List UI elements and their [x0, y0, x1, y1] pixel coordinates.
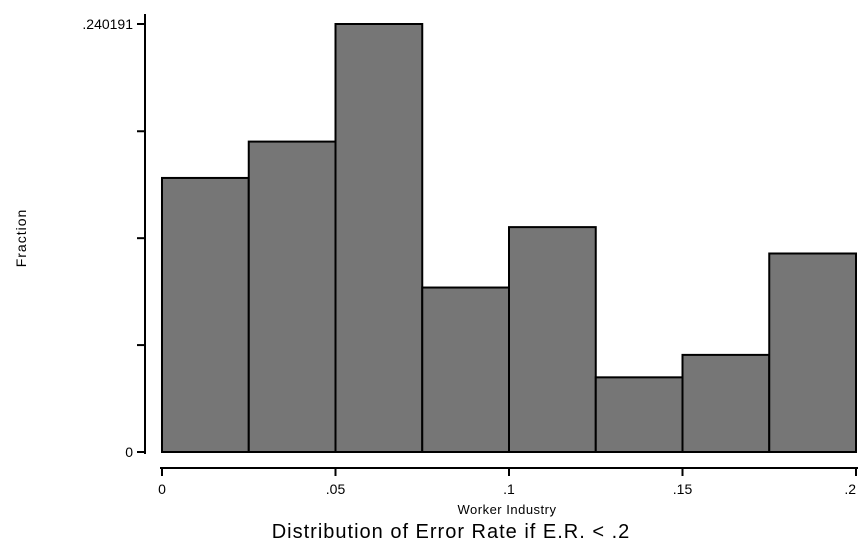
x-ticks-group: 0 .05 .1 .15 .2 [158, 468, 857, 497]
x-tick-label: .2 [844, 481, 856, 497]
histogram-bar [247, 140, 337, 453]
bars-group [161, 23, 857, 454]
x-tick-label: .1 [503, 481, 515, 497]
histogram-bar [508, 226, 597, 453]
y-axis-label: Fraction [13, 209, 29, 268]
y-tick-label: 0 [125, 444, 133, 460]
y-tick-label: .240191 [82, 16, 133, 32]
chart-title: Distribution of Error Rate if E.R. < .2 [272, 521, 631, 543]
x-tick-label: .15 [673, 481, 693, 497]
x-axis-label: Worker Industry [457, 502, 556, 517]
x-tick-label: 0 [158, 481, 166, 497]
histogram-bar [334, 23, 424, 453]
histogram-bar [594, 376, 684, 453]
x-tick-label: .05 [326, 481, 346, 497]
histogram-bar [161, 176, 250, 453]
histogram-bar [768, 252, 857, 453]
y-ticks-group: 0 .240191 [82, 16, 145, 460]
histogram-bar [421, 286, 510, 454]
histogram-bar [681, 353, 771, 453]
